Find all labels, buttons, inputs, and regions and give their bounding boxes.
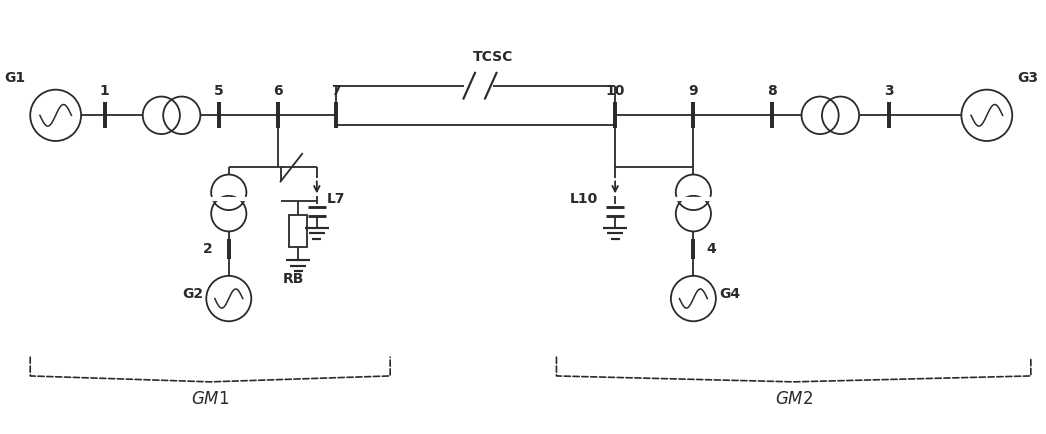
Text: TCSC: TCSC bbox=[473, 50, 513, 64]
Text: G4: G4 bbox=[719, 286, 740, 301]
Text: 6: 6 bbox=[273, 84, 282, 98]
Text: 9: 9 bbox=[688, 84, 698, 98]
Text: 10: 10 bbox=[606, 84, 624, 98]
Text: 2: 2 bbox=[202, 242, 212, 256]
Text: L10: L10 bbox=[570, 192, 598, 206]
Text: 4: 4 bbox=[706, 242, 715, 256]
Text: $GM2$: $GM2$ bbox=[774, 390, 813, 408]
Text: L7: L7 bbox=[326, 192, 345, 206]
Text: G2: G2 bbox=[182, 286, 203, 301]
Bar bbox=[290, 215, 308, 247]
Text: RB: RB bbox=[282, 272, 304, 286]
Text: G3: G3 bbox=[1017, 71, 1038, 85]
Text: 7: 7 bbox=[332, 84, 341, 98]
Text: 8: 8 bbox=[767, 84, 776, 98]
Text: 3: 3 bbox=[884, 84, 894, 98]
Text: $GM1$: $GM1$ bbox=[191, 390, 229, 408]
Text: 1: 1 bbox=[99, 84, 110, 98]
Text: G1: G1 bbox=[4, 71, 25, 85]
Text: 5: 5 bbox=[214, 84, 224, 98]
